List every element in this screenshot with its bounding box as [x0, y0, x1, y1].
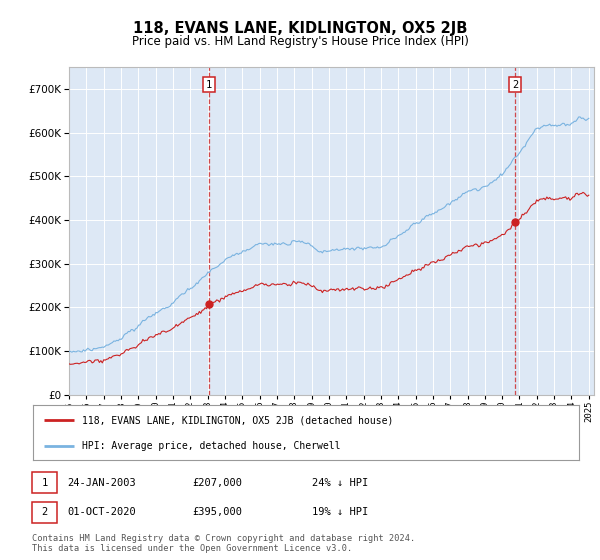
Text: 118, EVANS LANE, KIDLINGTON, OX5 2JB: 118, EVANS LANE, KIDLINGTON, OX5 2JB — [133, 21, 467, 36]
Text: 01-OCT-2020: 01-OCT-2020 — [67, 507, 136, 517]
Text: HPI: Average price, detached house, Cherwell: HPI: Average price, detached house, Cher… — [82, 441, 341, 450]
Text: 2: 2 — [41, 507, 47, 517]
Text: 1: 1 — [41, 478, 47, 488]
Text: 19% ↓ HPI: 19% ↓ HPI — [312, 507, 368, 517]
Text: £395,000: £395,000 — [192, 507, 242, 517]
Text: 1: 1 — [206, 80, 212, 90]
Text: £207,000: £207,000 — [192, 478, 242, 488]
Text: Price paid vs. HM Land Registry's House Price Index (HPI): Price paid vs. HM Land Registry's House … — [131, 35, 469, 48]
Text: 2: 2 — [512, 80, 518, 90]
Text: 24% ↓ HPI: 24% ↓ HPI — [312, 478, 368, 488]
Text: Contains HM Land Registry data © Crown copyright and database right 2024.
This d: Contains HM Land Registry data © Crown c… — [32, 534, 415, 553]
Text: 118, EVANS LANE, KIDLINGTON, OX5 2JB (detached house): 118, EVANS LANE, KIDLINGTON, OX5 2JB (de… — [82, 416, 394, 425]
Text: 24-JAN-2003: 24-JAN-2003 — [67, 478, 136, 488]
